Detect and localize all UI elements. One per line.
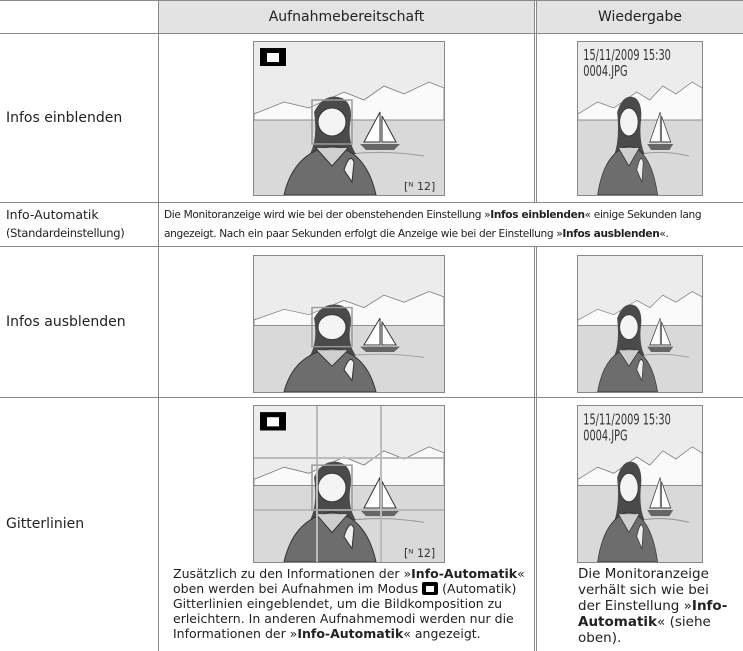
row-label-text: (Standardeinstellung) <box>6 226 125 240</box>
rule <box>536 246 537 651</box>
rule <box>0 246 743 247</box>
screen-date: 15/11/2009 15:30 <box>583 411 671 429</box>
text: « einige Sekunden lang angezeigt. Nach e… <box>164 209 702 240</box>
text: Die Monitoranzeige wird wie bei der oben… <box>164 209 491 221</box>
header-cell: Aufnahmebereitschaft <box>159 0 534 33</box>
header-text: Wiedergabe <box>597 8 682 25</box>
header-text: Aufnahmebereitschaft <box>268 8 425 25</box>
row-label: Info-Automatik (Standardeinstellung) <box>6 205 125 243</box>
rule <box>0 33 743 34</box>
note: Zusätzlich zu den Informationen der »Inf… <box>173 566 528 641</box>
header-cell: Wiedergabe <box>537 0 743 33</box>
camera-icon <box>422 582 439 595</box>
row-label: Gitterlinien <box>6 397 84 651</box>
screen-shooting: [ᴺ 12] <box>253 405 445 563</box>
row-label: Infos einblenden <box>6 33 122 202</box>
rule <box>158 0 159 651</box>
row-label-text: Infos ausblenden <box>6 313 126 330</box>
row-label-text: Gitterlinien <box>6 516 85 532</box>
note: Die Monitoranzeige verhält sich wie bei … <box>578 566 728 646</box>
bold-text: Info-Automatik <box>297 626 404 641</box>
text: « (siehe oben). <box>578 614 711 646</box>
screen-shooting: [ᴺ 12] <box>253 41 445 196</box>
screen-shooting <box>253 255 445 393</box>
row-label: Infos ausblenden <box>6 246 126 397</box>
description: Die Monitoranzeige wird wie bei der oben… <box>164 206 742 244</box>
bold-text: Info-Automatik <box>578 598 728 630</box>
screen-date: 15/11/2009 15:30 <box>583 46 671 64</box>
screen-playback <box>577 255 703 393</box>
text: « angezeigt. <box>403 626 481 641</box>
screen-file: 0004.JPG <box>583 428 627 446</box>
row-label-text: Info-Automatik <box>6 207 99 222</box>
screen-file: 0004.JPG <box>583 62 627 80</box>
rule <box>0 0 743 1</box>
screen-playback: 15/11/2009 15:30 0004.JPG <box>577 41 703 196</box>
rule <box>534 246 535 651</box>
text: Zusätzlich zu den Informationen der » <box>173 566 412 581</box>
rule <box>536 0 537 202</box>
rule <box>534 0 535 202</box>
bold-text: Infos ausblenden <box>562 228 660 240</box>
rule <box>0 202 743 203</box>
rule <box>0 397 743 398</box>
text: «. <box>659 228 669 240</box>
row-label-text: Infos einblenden <box>6 109 123 126</box>
screen-playback: 15/11/2009 15:30 0004.JPG <box>577 405 703 563</box>
text: Die Monitoranzeige verhält sich wie bei … <box>578 566 709 614</box>
bold-text: Info-Automatik <box>411 566 518 581</box>
svg-text:[ᴺ 12]: [ᴺ 12] <box>404 547 435 560</box>
bold-text: Infos einblenden <box>490 209 585 221</box>
text: « oben werden bei Aufnahmen im Modus <box>173 566 525 596</box>
text: (Automatik) Gitterlinien eingeblendet, u… <box>173 581 517 641</box>
svg-text:[ᴺ 12]: [ᴺ 12] <box>404 180 435 193</box>
